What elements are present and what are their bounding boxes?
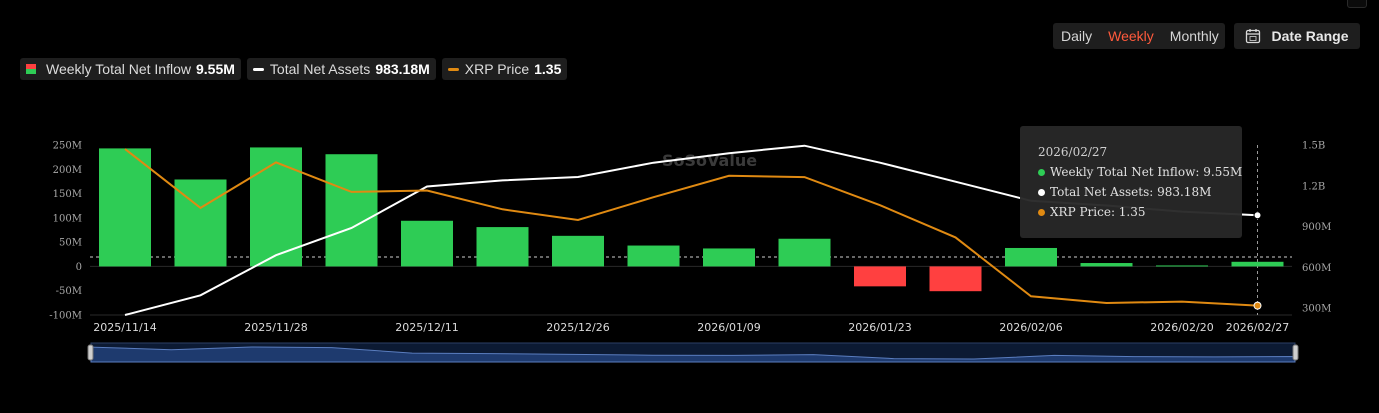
- legend-value: 9.55M: [196, 61, 235, 77]
- y-left-tick: 100M: [53, 213, 82, 224]
- legend-value: 1.35: [534, 61, 562, 77]
- orange-dot-icon: [1038, 208, 1045, 216]
- green-dot-icon: [1038, 168, 1045, 176]
- tooltip-text: Weekly Total Net Inflow: 9.55M: [1050, 165, 1243, 179]
- y-right-tick: 600M: [1302, 263, 1331, 274]
- tooltip-text: XRP Price: 1.35: [1050, 205, 1146, 219]
- line-swatch-icon: [252, 67, 264, 71]
- legend-net-assets[interactable]: Total Net Assets 983.18M: [246, 58, 436, 80]
- x-tick: 2025/12/26: [546, 321, 609, 334]
- navigator-right-handle[interactable]: [1292, 344, 1299, 361]
- inflow-bar: [552, 235, 604, 267]
- inflow-bar: [99, 148, 151, 267]
- y-left-tick: 150M: [53, 189, 82, 200]
- tooltip-text: Total Net Assets: 983.18M: [1050, 185, 1212, 199]
- period-selector: Daily Weekly Monthly: [1053, 23, 1225, 49]
- inflow-bar: [401, 220, 453, 267]
- y-left-tick: 50M: [59, 238, 82, 249]
- tooltip-row-price: XRP Price: 1.35: [1038, 205, 1146, 219]
- inflow-bar: [778, 238, 831, 267]
- period-daily-button[interactable]: Daily: [1061, 28, 1093, 44]
- x-tick: 2025/11/28: [244, 321, 307, 334]
- x-tick: 2026/02/06: [999, 321, 1062, 334]
- watermark-text: SoSoValue: [662, 151, 757, 170]
- chart-legend: Weekly Total Net Inflow 9.55M Total Net …: [20, 58, 568, 80]
- date-range-label: Date Range: [1271, 28, 1349, 44]
- inflow-bar: [1080, 263, 1133, 267]
- white-dot-icon: [1038, 188, 1045, 196]
- tooltip-row-assets: Total Net Assets: 983.18M: [1038, 185, 1211, 199]
- x-tick: 2026/01/09: [697, 321, 760, 334]
- navigator-left-handle[interactable]: [87, 344, 94, 361]
- tooltip-date: 2026/02/27: [1038, 145, 1108, 159]
- line-swatch-icon: [447, 67, 459, 71]
- inflow-bar: [854, 266, 906, 287]
- inflow-bar: [325, 154, 378, 267]
- legend-weekly-inflow[interactable]: Weekly Total Net Inflow 9.55M: [20, 58, 241, 80]
- y-left-tick: 250M: [53, 141, 82, 152]
- y-right-tick: 1.5B: [1302, 141, 1325, 152]
- date-range-button[interactable]: Date Range: [1234, 23, 1360, 49]
- y-right-tick: 900M: [1302, 222, 1331, 233]
- inflow-bar: [476, 227, 529, 267]
- x-tick: 2026/02/27: [1226, 321, 1289, 334]
- navigator-area: [90, 346, 1296, 363]
- legend-label: XRP Price: [464, 61, 530, 77]
- inflow-bar: [703, 248, 755, 267]
- y-left-tick: 0: [76, 262, 82, 273]
- tooltip-row-inflow: Weekly Total Net Inflow: 9.55M: [1038, 165, 1242, 179]
- xrp-price-point: [1253, 301, 1262, 310]
- x-tick: 2025/11/14: [93, 321, 156, 334]
- xrp-price-line: [124, 148, 1258, 307]
- bar-swatch-icon: [26, 64, 36, 74]
- legend-label: Total Net Assets: [269, 61, 371, 77]
- y-left-tick: -50M: [56, 286, 82, 297]
- legend-xrp-price[interactable]: XRP Price 1.35: [441, 58, 568, 80]
- x-tick: 2025/12/11: [395, 321, 458, 334]
- inflow-bar: [627, 245, 680, 267]
- legend-value: 983.18M: [375, 61, 430, 77]
- inflow-bar: [929, 266, 982, 292]
- window-corner-control[interactable]: [1347, 0, 1367, 8]
- legend-label: Weekly Total Net Inflow: [46, 61, 191, 77]
- x-tick: 2026/01/23: [848, 321, 911, 334]
- inflow-bar: [250, 147, 302, 267]
- y-right-tick: 1.2B: [1302, 181, 1325, 192]
- y-right-tick: 300M: [1302, 304, 1331, 315]
- inflow-bar: [1005, 247, 1057, 267]
- y-left-tick: 200M: [53, 165, 82, 176]
- x-tick: 2026/02/20: [1150, 321, 1213, 334]
- period-monthly-button[interactable]: Monthly: [1169, 28, 1219, 44]
- period-weekly-button[interactable]: Weekly: [1108, 28, 1154, 44]
- y-left-tick: -100M: [49, 311, 82, 322]
- net-assets-point: [1253, 211, 1262, 220]
- chart-tooltip: 2026/02/27 Weekly Total Net Inflow: 9.55…: [1020, 126, 1242, 238]
- inflow-bar: [1156, 265, 1208, 267]
- inflow-bar: [1231, 261, 1284, 267]
- calendar-icon: [1246, 29, 1261, 44]
